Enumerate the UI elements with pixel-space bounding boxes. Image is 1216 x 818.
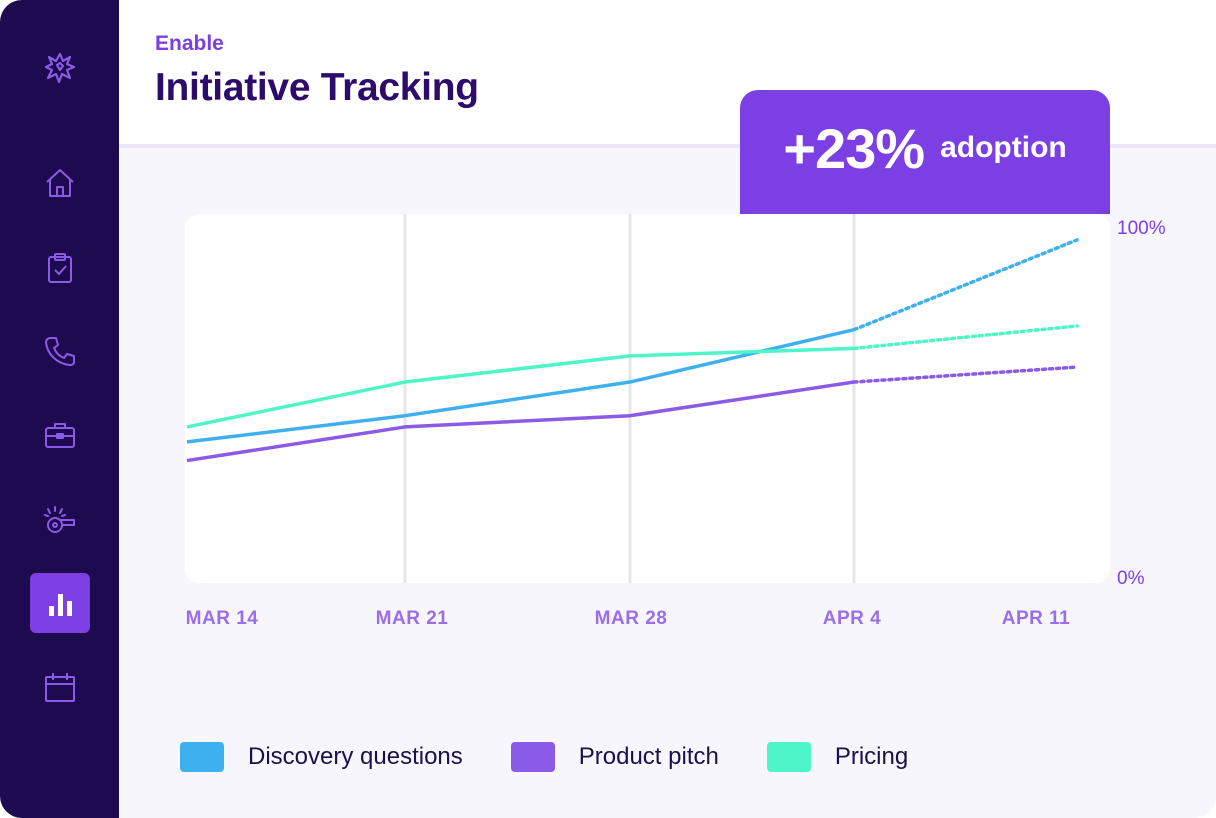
home-icon[interactable] bbox=[30, 153, 90, 213]
legend-label: Product pitch bbox=[578, 743, 719, 770]
x-tick-label: APR 4 bbox=[822, 608, 882, 629]
adoption-value: +23% bbox=[783, 116, 925, 180]
legend-swatch bbox=[766, 742, 811, 772]
logo-burst-icon[interactable] bbox=[30, 38, 90, 98]
plot-area bbox=[185, 214, 1110, 583]
series-line-1 bbox=[186, 327, 855, 444]
legend-label: Discovery questions bbox=[248, 743, 463, 770]
legend-item-pricing[interactable]: Pricing bbox=[766, 742, 909, 772]
adoption-badge: +23% adoption bbox=[740, 90, 1110, 214]
series-forecast-line-1 bbox=[852, 238, 1079, 332]
legend-swatch bbox=[510, 742, 555, 772]
legend-swatch bbox=[180, 742, 224, 772]
bar-chart-icon[interactable] bbox=[30, 573, 90, 633]
x-tick-label: MAR 21 bbox=[375, 608, 449, 629]
adoption-label: adoption bbox=[940, 131, 1067, 164]
series-line-3 bbox=[186, 346, 855, 429]
x-tick-label: APR 11 bbox=[1001, 608, 1071, 629]
series-forecast-line-2 bbox=[852, 365, 1079, 384]
whistle-icon[interactable] bbox=[30, 490, 90, 550]
page-title: Initiative Tracking bbox=[155, 66, 479, 109]
legend-item-discovery[interactable]: Discovery questions bbox=[180, 742, 463, 772]
legend-item-pitch[interactable]: Product pitch bbox=[510, 742, 719, 772]
x-tick-label: MAR 14 bbox=[185, 608, 259, 629]
phone-icon[interactable] bbox=[30, 321, 90, 381]
calendar-icon[interactable] bbox=[30, 657, 90, 717]
y-tick-label-min: 0% bbox=[1117, 568, 1145, 589]
briefcase-icon[interactable] bbox=[30, 405, 90, 465]
series-forecast-line-3 bbox=[852, 324, 1079, 351]
y-tick-label-max: 100% bbox=[1117, 218, 1166, 239]
chart-legend: Discovery questions Product pitch Pricin… bbox=[180, 742, 956, 772]
x-tick-label: MAR 28 bbox=[594, 608, 668, 629]
legend-label: Pricing bbox=[834, 743, 909, 770]
sidebar bbox=[0, 0, 119, 818]
page-eyebrow: Enable bbox=[155, 32, 224, 55]
series-line-2 bbox=[186, 380, 855, 463]
clipboard-check-icon[interactable] bbox=[30, 238, 90, 298]
